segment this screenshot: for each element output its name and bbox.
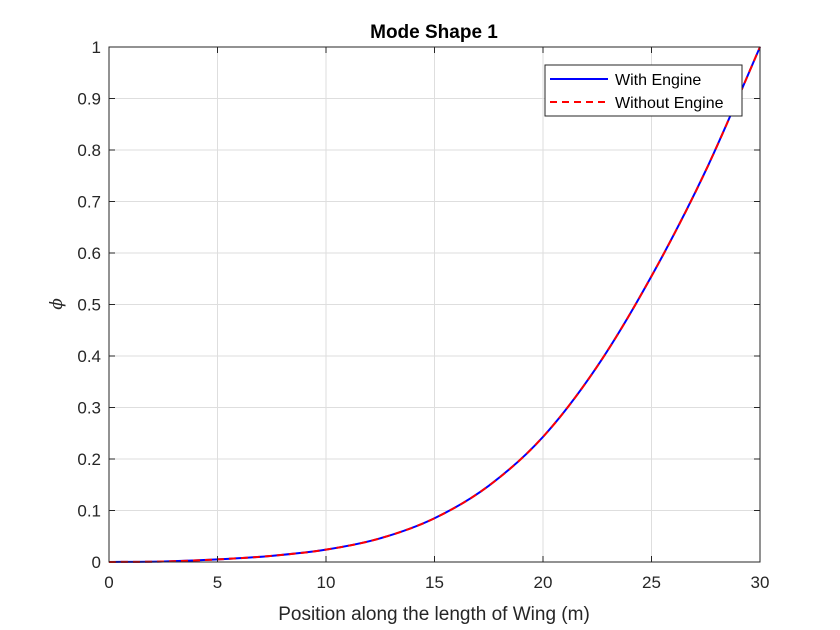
grid-lines — [109, 47, 760, 562]
chart-title: Mode Shape 1 — [370, 22, 498, 43]
series-line-1 — [108, 46, 761, 563]
y-tick-label: 1 — [92, 38, 101, 57]
x-tick-label: 25 — [642, 573, 661, 592]
y-tick-label: 0.3 — [77, 399, 101, 418]
legend: With Engine Without Engine — [544, 64, 743, 117]
tick-labels: 0 5 10 15 20 25 30 0 0.1 0.2 0.3 0.4 0.5 0.6 0.7 0.8 0.9… — [77, 38, 769, 592]
y-tick-label: 0.1 — [77, 502, 101, 521]
y-tick-label: 0.8 — [77, 141, 101, 160]
legend-box — [544, 64, 743, 117]
y-tick-label: 0.6 — [77, 244, 101, 263]
y-tick-label: 0 — [92, 553, 101, 572]
x-tick-label: 5 — [213, 573, 222, 592]
tick-marks — [108, 46, 761, 563]
x-tick-label: 20 — [534, 573, 553, 592]
series-lines — [108, 46, 761, 563]
y-tick-label: 0.2 — [77, 450, 101, 469]
legend-label-1: Without Engine — [615, 95, 724, 112]
x-tick-label: 0 — [104, 573, 113, 592]
y-tick-label: 0.4 — [77, 347, 101, 366]
x-tick-label: 30 — [751, 573, 770, 592]
y-axis-label: ϕ — [47, 298, 67, 310]
y-tick-label: 0.9 — [77, 90, 101, 109]
x-tick-label: 10 — [317, 573, 336, 592]
x-axis-label: Position along the length of Wing (m) — [278, 604, 590, 625]
legend-label-0: With Engine — [615, 72, 701, 89]
y-tick-label: 0.5 — [77, 296, 101, 315]
y-tick-label: 0.7 — [77, 193, 101, 212]
x-tick-label: 15 — [425, 573, 444, 592]
